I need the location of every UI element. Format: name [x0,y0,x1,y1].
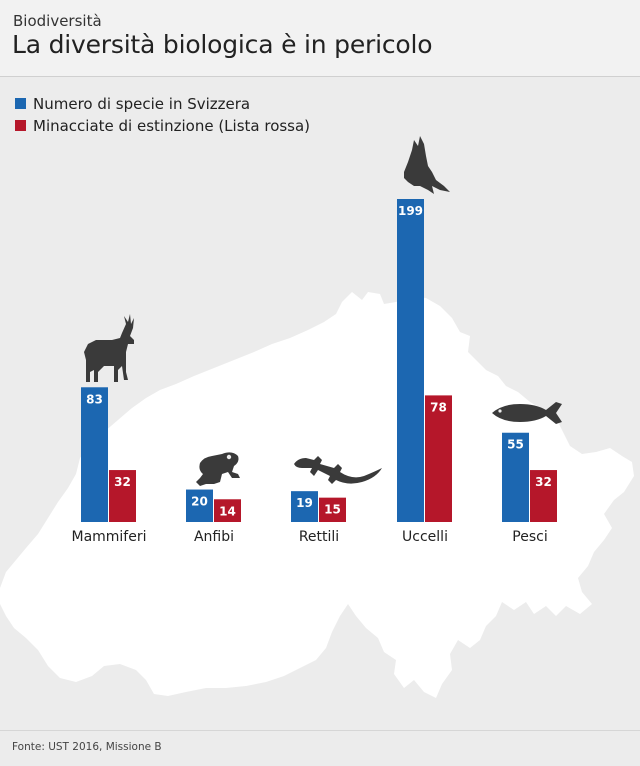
bar-value-label: 83 [86,392,103,406]
bar-value-label: 15 [324,503,341,517]
bar-mammiferi-threatened [109,470,136,522]
legend-label-2: Minacciate di estinzione (Lista rossa) [33,117,310,135]
deer-icon [84,314,134,382]
lizard-icon [294,456,382,484]
bar-anfibi-threatened [214,499,241,522]
chart-title: La diversità biologica è in pericolo [12,30,433,59]
bar-value-label: 19 [296,496,313,510]
legend-swatch-2 [15,120,26,131]
category-label-rettili: Rettili [299,529,339,545]
chart-canvas: Numero di specie in Svizzera Minacciate d… [0,95,634,698]
fish-icon [492,402,562,424]
bar-value-label: 32 [535,475,552,489]
category-label-uccelli: Uccelli [402,529,448,545]
frog-icon [196,452,240,486]
bar-uccelli-threatened [425,395,452,522]
bar-value-label: 78 [430,400,447,414]
bar-value-label: 14 [219,504,236,518]
bars [81,199,557,522]
chart-kicker: Biodiversità [13,12,102,30]
source-note: Fonte: UST 2016, Missione B [12,741,162,753]
bar-value-labels: 83 32 20 14 19 15 199 78 55 32 [86,204,552,518]
category-label-anfibi: Anfibi [194,529,234,545]
category-labels: Mammiferi Anfibi Rettili Uccelli Pesci [71,529,547,545]
bar-rettili-threatened [319,497,346,522]
legend-swatch-1 [15,98,26,109]
bar-value-label: 32 [114,475,131,489]
chart-header: Biodiversità La diversità biologica è in… [0,0,640,77]
bar-rettili-species [291,491,318,522]
bar-value-label: 199 [398,204,423,218]
bird-icon [404,136,450,194]
footer-divider [0,730,640,731]
category-label-pesci: Pesci [512,529,547,545]
bar-pesci-species [502,432,529,522]
category-label-mammiferi: Mammiferi [71,529,146,545]
bar-value-label: 20 [191,495,208,509]
bar-mammiferi-species [81,387,108,522]
legend-label-1: Numero di specie in Svizzera [33,95,250,113]
bar-value-label: 55 [507,438,524,452]
bar-pesci-threatened [530,470,557,522]
bar-anfibi-species [186,489,213,522]
legend: Numero di specie in Svizzera Minacciate d… [15,95,310,135]
bar-uccelli-species [397,199,424,522]
